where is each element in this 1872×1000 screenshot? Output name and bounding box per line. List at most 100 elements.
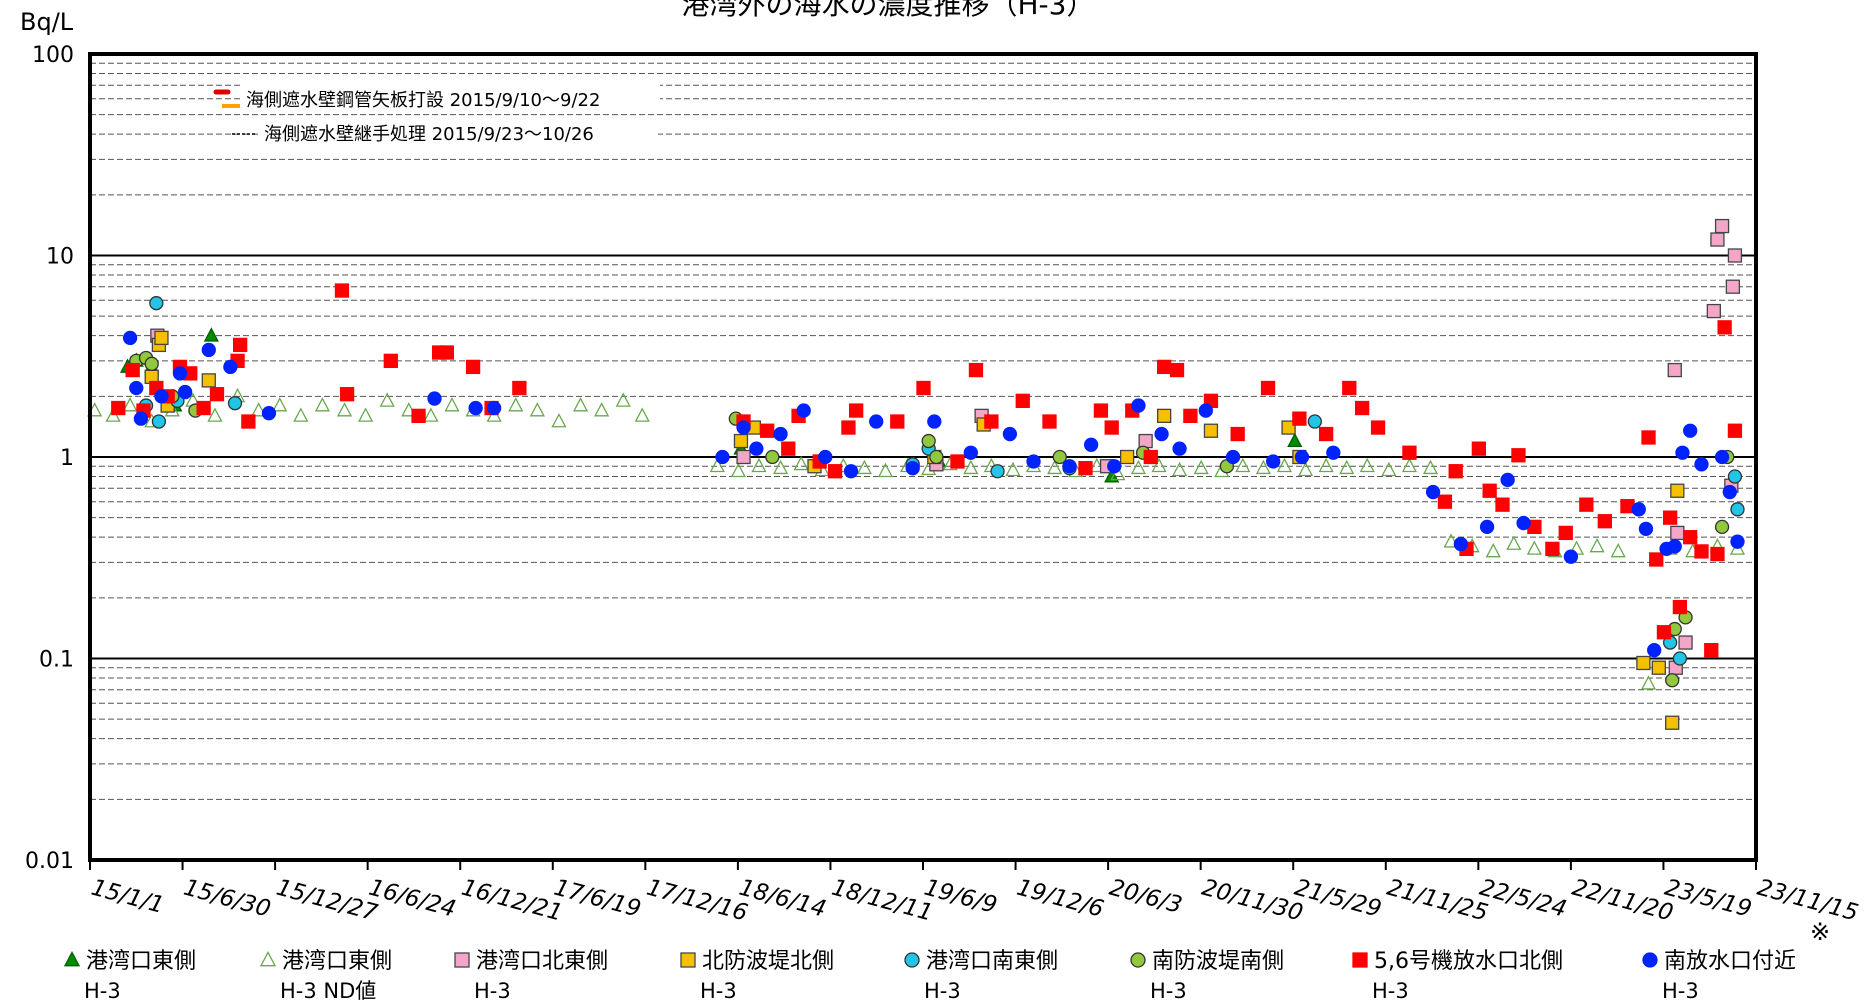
marker <box>1730 502 1745 517</box>
marker <box>1104 468 1120 483</box>
marker <box>508 397 524 412</box>
marker <box>293 407 309 422</box>
marker <box>572 397 589 412</box>
marker <box>793 455 809 471</box>
marker <box>1131 398 1146 413</box>
marker <box>1670 525 1685 541</box>
chart-title: 港湾外の海水の濃度推移（H-3） <box>682 0 1095 21</box>
marker <box>1297 461 1314 477</box>
marker <box>1294 449 1310 465</box>
marker <box>1130 952 1146 968</box>
marker <box>1326 445 1341 460</box>
marker <box>1130 459 1147 475</box>
marker <box>465 359 481 375</box>
marker <box>1203 423 1219 438</box>
marker <box>241 414 256 429</box>
marker <box>1225 449 1241 465</box>
marker <box>172 366 188 381</box>
marker <box>1052 449 1067 465</box>
marker <box>1670 483 1685 498</box>
legend-sublabel: H-3 ND値 <box>280 979 376 1000</box>
x-tick-label: 20/11/30 <box>1199 875 1306 927</box>
x-tick-label: 23/5/19 <box>1662 875 1754 923</box>
marker <box>454 952 470 968</box>
marker <box>1448 464 1463 479</box>
marker <box>1727 248 1743 263</box>
marker <box>990 464 1005 479</box>
marker <box>1641 430 1656 445</box>
marker <box>1710 232 1725 247</box>
x-tick-label: 21/5/29 <box>1292 875 1384 923</box>
marker <box>1694 544 1709 559</box>
marker <box>1318 426 1334 442</box>
x-tick-label: 18/12/11 <box>829 875 936 927</box>
marker <box>1683 423 1698 438</box>
marker <box>905 461 920 476</box>
marker <box>63 951 81 967</box>
marker <box>1638 521 1654 536</box>
y-tick-label: 100 <box>32 43 74 68</box>
marker <box>1563 549 1579 564</box>
marker <box>1558 525 1573 541</box>
marker <box>796 403 811 418</box>
marker <box>869 414 884 429</box>
x-tick-label: 15/6/30 <box>181 875 273 923</box>
marker <box>827 464 843 479</box>
marker <box>963 445 978 460</box>
marker <box>984 414 999 429</box>
x-tick-label: 15/12/27 <box>274 875 381 927</box>
marker <box>1002 426 1018 442</box>
legend-label: 港湾口北東側 <box>476 949 608 974</box>
marker <box>1042 414 1057 429</box>
marker <box>904 952 920 968</box>
marker <box>133 411 149 426</box>
x-tick-label: 16/12/21 <box>459 875 566 927</box>
marker <box>1727 469 1743 484</box>
legend-sublabel: H-3 <box>84 979 121 1000</box>
y-tick-label: 0.1 <box>39 648 74 673</box>
marker <box>1307 414 1322 429</box>
marker <box>251 402 267 417</box>
marker <box>1047 459 1063 475</box>
marker <box>1667 362 1682 378</box>
x-tick-label: 21/11/25 <box>1384 875 1491 927</box>
marker <box>1526 540 1542 555</box>
marker <box>227 396 243 411</box>
marker <box>259 951 277 967</box>
marker <box>1026 454 1041 469</box>
marker <box>1727 423 1743 438</box>
marker <box>765 449 780 465</box>
legend-label: 南放水口付近 <box>1664 949 1796 974</box>
marker <box>968 362 984 378</box>
marker <box>950 454 965 469</box>
y-tick-label: 1 <box>60 446 74 471</box>
marker <box>1683 530 1698 545</box>
marker <box>1193 459 1209 475</box>
marker <box>733 433 749 449</box>
marker <box>1662 510 1678 525</box>
marker <box>841 420 856 435</box>
marker <box>1694 457 1709 472</box>
legend-sublabel: H-3 <box>1150 979 1187 1000</box>
marker <box>1183 408 1198 424</box>
marker <box>439 345 455 360</box>
marker <box>201 373 216 388</box>
marker <box>1647 643 1662 658</box>
marker <box>1500 472 1515 488</box>
x-tick-label: 15/1/1 <box>88 875 166 919</box>
marker <box>1730 534 1745 549</box>
marker <box>339 387 355 402</box>
marker <box>680 952 696 968</box>
marker <box>1276 457 1293 473</box>
marker <box>760 423 775 438</box>
legend-sublabel: H-3 <box>924 979 961 1000</box>
marker <box>468 400 483 416</box>
x-tick-label: 17/6/19 <box>551 875 643 923</box>
marker <box>1230 426 1245 442</box>
annotation-bg <box>240 84 660 110</box>
legend-label: 南防波堤南側 <box>1152 949 1284 974</box>
marker <box>1157 359 1172 375</box>
marker <box>207 407 223 422</box>
marker <box>512 380 527 396</box>
marker <box>1154 426 1169 442</box>
